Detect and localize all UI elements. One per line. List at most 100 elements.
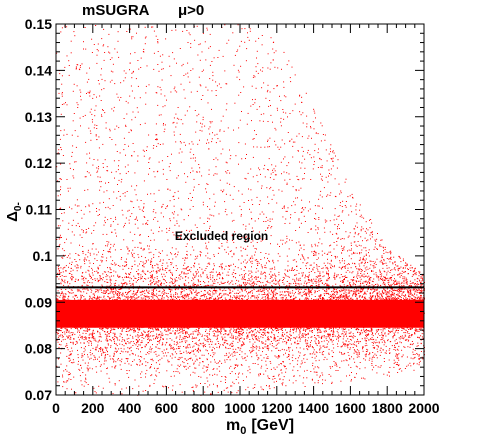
scatter-point xyxy=(199,342,201,344)
scatter-point xyxy=(299,366,301,368)
scatter-point xyxy=(317,275,319,277)
scatter-point xyxy=(265,370,267,372)
scatter-point xyxy=(125,124,127,126)
scatter-point xyxy=(218,247,220,249)
scatter-point xyxy=(315,338,317,340)
scatter-point xyxy=(112,260,114,262)
scatter-point xyxy=(379,278,381,279)
scatter-point xyxy=(413,289,415,291)
scatter-point xyxy=(166,317,168,319)
scatter-point xyxy=(180,234,182,235)
scatter-point xyxy=(77,357,79,359)
scatter-point xyxy=(336,338,337,340)
scatter-point xyxy=(121,358,123,360)
scatter-point xyxy=(69,187,71,189)
scatter-point xyxy=(343,246,345,248)
scatter-point xyxy=(325,149,327,151)
scatter-point xyxy=(347,309,349,311)
scatter-point xyxy=(282,294,284,296)
scatter-point xyxy=(203,314,205,316)
scatter-point xyxy=(319,238,321,240)
scatter-point xyxy=(84,258,86,260)
scatter-point xyxy=(260,329,262,330)
scatter-point xyxy=(188,335,190,337)
scatter-point xyxy=(89,328,91,330)
scatter-point xyxy=(245,158,246,159)
scatter-point xyxy=(376,341,378,343)
scatter-point xyxy=(214,134,216,136)
scatter-point xyxy=(260,329,262,331)
scatter-point xyxy=(374,302,376,304)
scatter-point xyxy=(256,319,258,321)
scatter-point xyxy=(199,357,200,359)
scatter-point xyxy=(163,349,165,351)
scatter-point xyxy=(353,236,355,238)
scatter-point xyxy=(183,335,185,337)
scatter-point xyxy=(176,341,178,343)
scatter-point xyxy=(314,353,316,355)
scatter-point xyxy=(372,288,374,290)
scatter-point xyxy=(192,303,194,305)
scatter-point xyxy=(260,312,262,313)
scatter-point xyxy=(289,311,291,313)
scatter-point xyxy=(106,373,108,375)
scatter-point xyxy=(387,277,389,279)
scatter-point xyxy=(158,291,160,292)
scatter-point xyxy=(214,315,216,317)
scatter-point xyxy=(251,260,253,262)
scatter-point xyxy=(369,293,371,295)
scatter-point xyxy=(330,367,332,369)
scatter-point xyxy=(388,321,390,323)
scatter-point xyxy=(408,318,409,320)
scatter-point xyxy=(116,350,118,352)
scatter-point xyxy=(210,322,212,324)
scatter-point xyxy=(414,332,416,334)
scatter-point xyxy=(294,279,296,281)
scatter-point xyxy=(288,60,290,62)
scatter-point xyxy=(313,328,315,330)
scatter-point xyxy=(260,367,262,369)
scatter-point xyxy=(344,322,346,324)
scatter-point xyxy=(146,289,147,291)
scatter-point xyxy=(110,288,112,290)
scatter-point xyxy=(340,192,342,194)
scatter-point xyxy=(293,201,295,203)
scatter-point xyxy=(90,310,92,312)
scatter-point xyxy=(236,279,238,281)
scatter-point xyxy=(343,222,344,224)
scatter-point xyxy=(274,277,276,279)
scatter-point xyxy=(241,290,243,292)
scatter-point xyxy=(342,345,343,347)
scatter-point xyxy=(110,328,112,330)
scatter-point xyxy=(243,270,245,272)
scatter-point xyxy=(333,333,335,335)
scatter-point xyxy=(254,299,256,301)
scatter-point xyxy=(211,295,213,297)
scatter-point xyxy=(173,283,175,284)
scatter-point xyxy=(388,349,390,351)
scatter-point xyxy=(364,330,366,332)
scatter-point xyxy=(363,281,365,283)
scatter-point xyxy=(77,265,79,267)
scatter-point xyxy=(370,327,372,329)
scatter-point xyxy=(93,127,95,129)
scatter-point xyxy=(73,376,75,378)
scatter-point xyxy=(291,319,293,321)
scatter-point xyxy=(407,346,409,348)
scatter-point xyxy=(201,126,203,128)
scatter-point xyxy=(343,262,345,264)
scatter-point xyxy=(109,81,111,83)
scatter-point xyxy=(84,189,86,191)
scatter-point xyxy=(310,327,312,329)
scatter-point xyxy=(133,319,135,321)
scatter-point xyxy=(59,243,61,245)
scatter-point xyxy=(110,225,112,227)
scatter-point xyxy=(362,228,364,230)
scatter-point xyxy=(349,357,351,359)
scatter-point xyxy=(272,291,274,293)
scatter-point xyxy=(329,313,331,315)
scatter-point xyxy=(59,237,61,239)
scatter-point xyxy=(73,177,75,179)
scatter-point xyxy=(280,121,282,123)
scatter-point xyxy=(310,336,312,338)
